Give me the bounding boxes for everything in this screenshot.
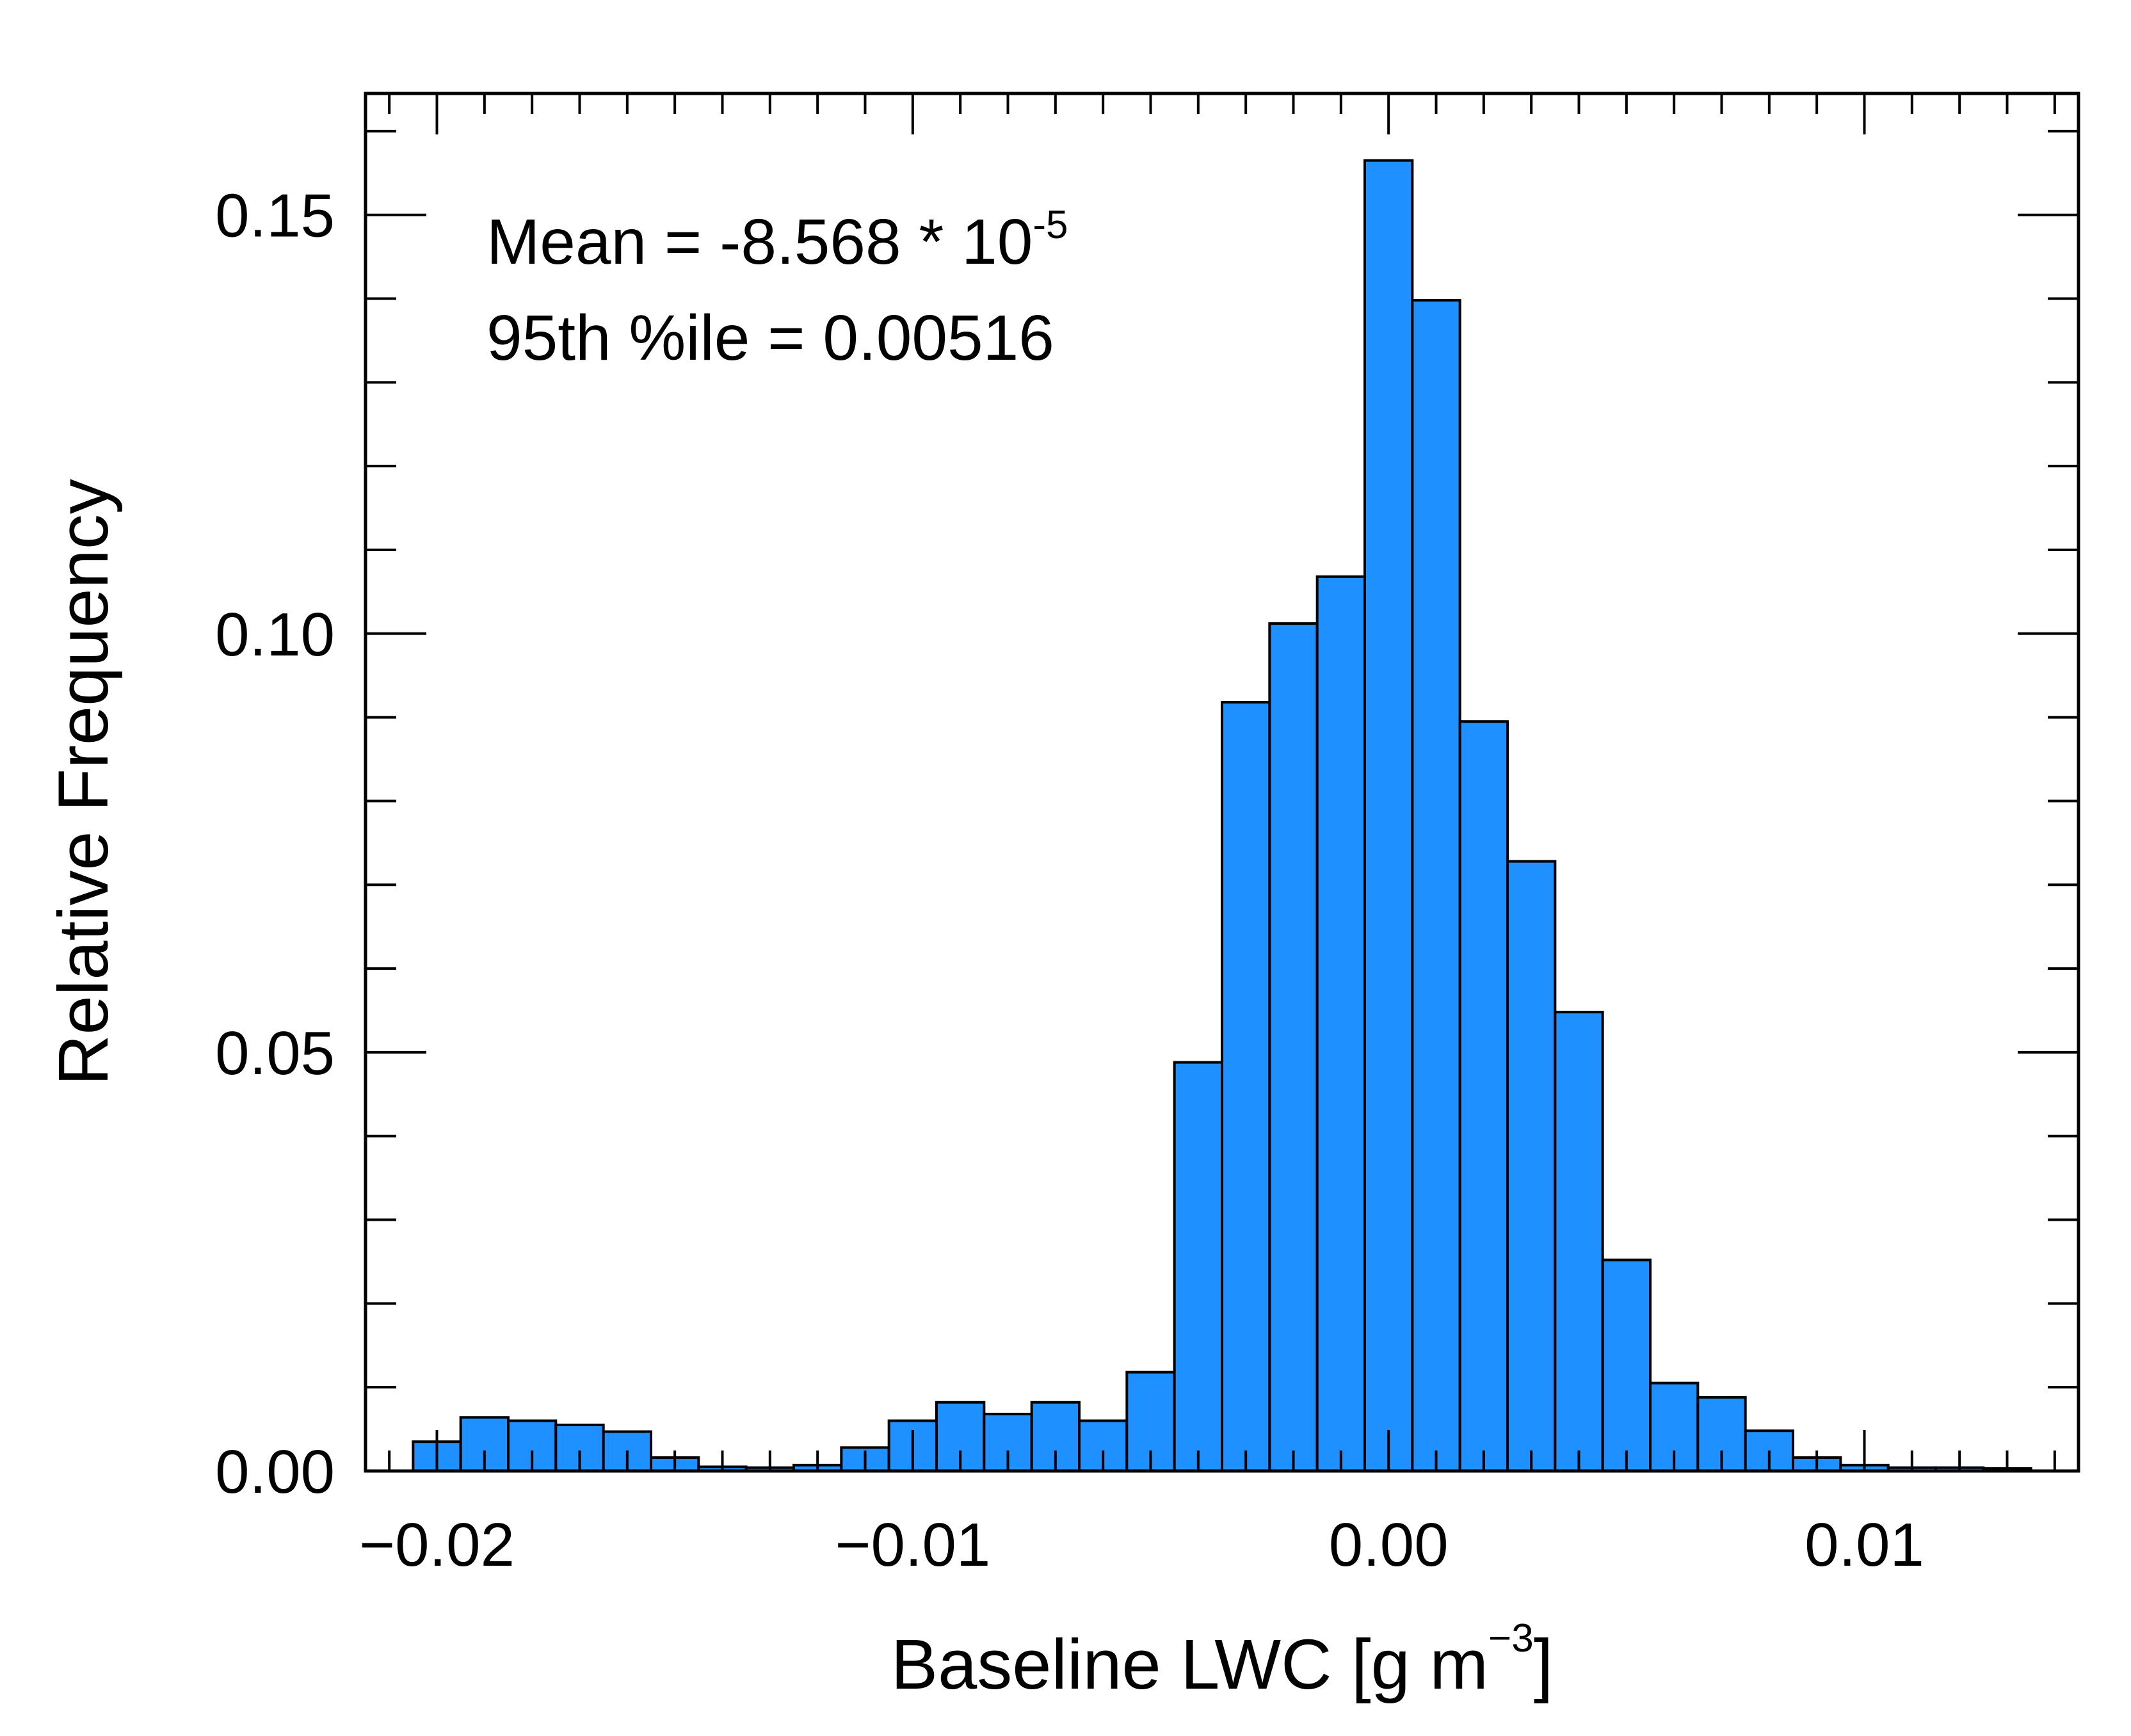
y-tick-label: 0.00 [215, 1438, 335, 1506]
histogram-bar-21 [1411, 299, 1461, 1472]
y-tick-label: 0.10 [215, 600, 335, 669]
histogram-bar-20 [1363, 159, 1414, 1472]
histogram-bar-24 [1554, 1011, 1604, 1472]
histogram-bar-19 [1315, 575, 1366, 1473]
axis-ticks [366, 93, 2079, 1472]
histogram-bar-18 [1268, 622, 1319, 1473]
percentile-annotation: 95th %ile = 0.00516 [487, 302, 1054, 374]
histogram-bar-25 [1601, 1258, 1652, 1472]
histogram-bar-17 [1221, 701, 1271, 1472]
y-axis-label: Relative Frequency [44, 479, 123, 1086]
histogram-bar-16 [1173, 1061, 1224, 1472]
histogram-bar-23 [1506, 860, 1557, 1472]
plot-frame [364, 92, 2080, 1473]
x-axis-label: Baseline LWC [g m−3] [891, 1616, 1554, 1704]
x-tick-label: −0.01 [835, 1511, 990, 1579]
y-tick-label: 0.15 [215, 182, 335, 250]
x-tick-label: −0.02 [359, 1511, 515, 1579]
x-tick-label: 0.01 [1805, 1511, 1924, 1579]
x-tick-label: 0.00 [1329, 1511, 1449, 1579]
mean-annotation: Mean = -8.568 * 10-5 [487, 203, 1068, 278]
y-tick-label: 0.05 [215, 1019, 335, 1088]
tick-labels: −0.02 −0.01 0.00 0.01 0.00 0.05 0.10 0.15 [215, 182, 1924, 1579]
histogram-bar-22 [1458, 720, 1509, 1472]
